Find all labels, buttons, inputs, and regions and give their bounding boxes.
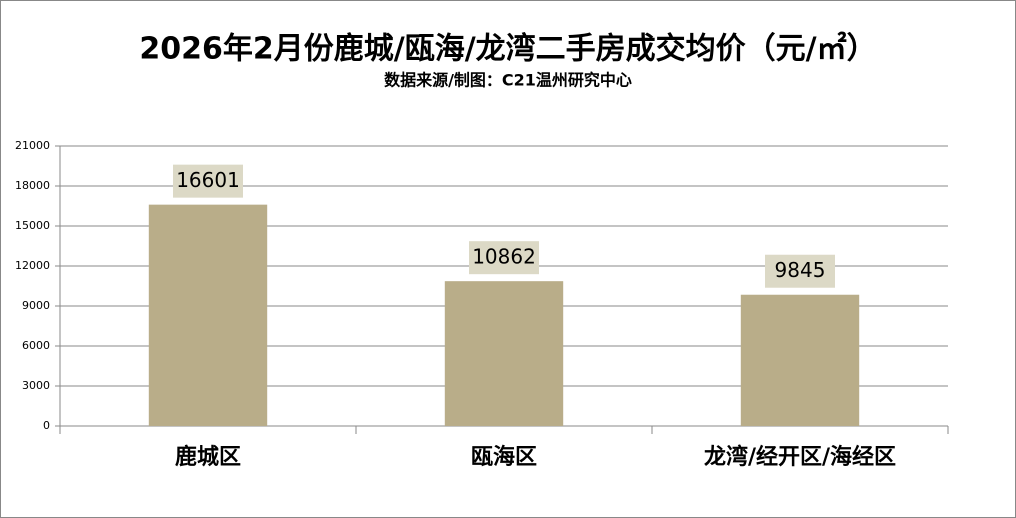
x-tick-label: 龙湾/经开区/海经区 (704, 444, 896, 470)
y-tick-label: 0 (43, 419, 50, 432)
value-label-box (469, 241, 539, 275)
x-tick-label: 鹿城区 (175, 444, 241, 470)
bar (740, 294, 860, 426)
y-tick-label: 3000 (22, 379, 50, 392)
bar (444, 281, 564, 426)
y-tick-label: 6000 (22, 339, 50, 352)
x-tick-label: 瓯海区 (471, 444, 537, 470)
y-tick-label: 15000 (15, 219, 50, 232)
y-tick-label: 12000 (15, 259, 50, 272)
value-label: 10862 (472, 245, 536, 269)
y-tick-label: 21000 (15, 139, 50, 152)
y-tick-label: 9000 (22, 299, 50, 312)
y-tick-label: 18000 (15, 179, 50, 192)
chart-title: 2026年2月份鹿城/瓯海/龙湾二手房成交均价（元/㎡） (139, 32, 876, 67)
value-label: 9845 (775, 258, 826, 282)
value-label-box (173, 164, 243, 198)
value-label-box (765, 254, 835, 288)
value-label: 16601 (176, 168, 240, 192)
chart-subtitle: 数据来源/制图：C21温州研究中心 (384, 71, 632, 90)
bar (148, 204, 268, 426)
